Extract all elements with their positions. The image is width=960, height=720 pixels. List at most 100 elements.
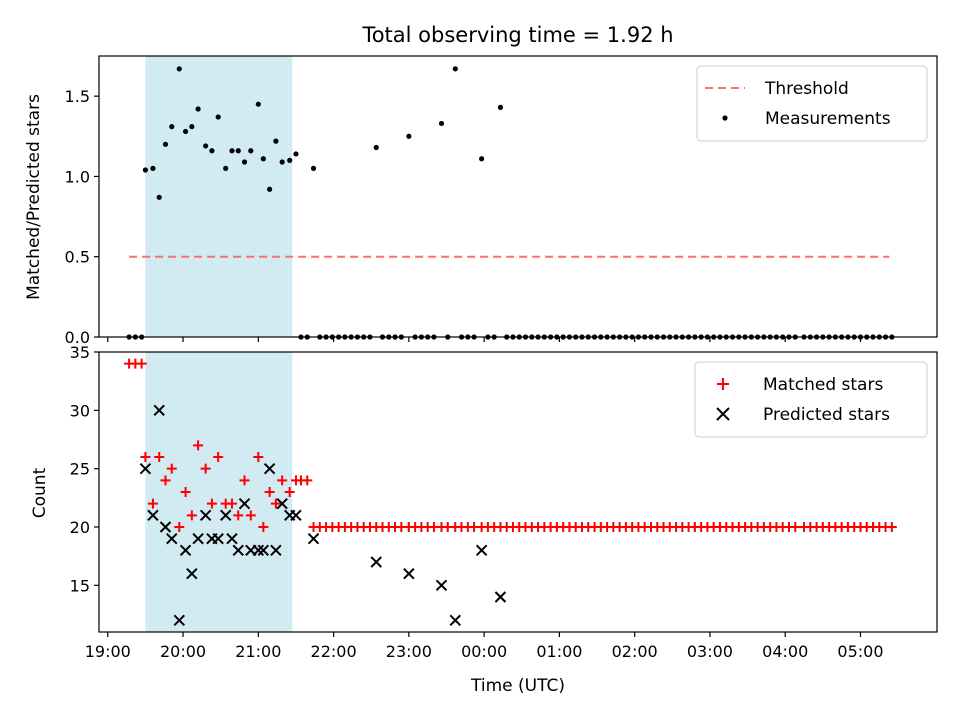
measurement-point bbox=[255, 101, 261, 107]
matched-stars-marker bbox=[147, 498, 158, 509]
legend-label: Measurements bbox=[765, 109, 891, 129]
x-tick-label: 05:00 bbox=[837, 642, 883, 661]
bottom-panel: 15 20 25 30 35 19:00 20:00 21:00 22:00 23:00 00:00… bbox=[70, 343, 938, 661]
matched-stars-marker bbox=[206, 498, 217, 509]
predicted-stars-marker bbox=[475, 544, 488, 557]
predicted-stars-marker bbox=[403, 567, 415, 580]
bottom-y-tick-label: 35 bbox=[70, 343, 90, 362]
measurement-point bbox=[406, 133, 412, 139]
measurement-point bbox=[209, 148, 215, 154]
matched-stars-marker bbox=[277, 475, 288, 486]
measurement-point bbox=[189, 124, 195, 130]
top-y-tick-label: 0.5 bbox=[65, 248, 90, 267]
measurement-point bbox=[248, 148, 254, 154]
measurement-point bbox=[479, 156, 485, 162]
legend-measurements-swatch bbox=[722, 115, 728, 121]
matched-stars-marker bbox=[270, 498, 281, 509]
matched-stars-marker bbox=[180, 487, 191, 497]
predicted-stars-marker bbox=[212, 532, 224, 545]
predicted-stars-marker bbox=[166, 532, 178, 545]
matched-stars-marker bbox=[136, 358, 147, 369]
x-tick-label: 19:00 bbox=[85, 642, 131, 661]
measurement-point bbox=[142, 167, 149, 173]
matched-stars-marker bbox=[186, 510, 197, 521]
measurement-point bbox=[279, 159, 285, 165]
measurement-point bbox=[273, 138, 279, 144]
measurement-point bbox=[150, 165, 156, 171]
measurement-point bbox=[287, 157, 293, 163]
predicted-stars-marker bbox=[290, 509, 302, 522]
matched-stars-marker bbox=[253, 452, 264, 462]
x-tick-label: 20:00 bbox=[160, 642, 206, 661]
predicted-stars-marker bbox=[449, 614, 461, 627]
x-tick-label: 03:00 bbox=[687, 642, 733, 661]
bottom-legend-box bbox=[694, 361, 928, 438]
predicted-stars-marker bbox=[192, 532, 204, 545]
predicted-stars-marker bbox=[226, 532, 238, 545]
x-tick-label: 23:00 bbox=[386, 642, 432, 661]
top-panel: 0.0 0.5 1.0 1.5 Threshold Measurements bbox=[65, 55, 938, 347]
matched-stars-marker bbox=[258, 522, 269, 532]
matched-stars-marker bbox=[140, 452, 151, 462]
top-shaded-span bbox=[145, 56, 293, 337]
predicted-stars-marker bbox=[179, 544, 192, 557]
predicted-stars-marker bbox=[252, 544, 265, 557]
measurement-point bbox=[373, 144, 379, 151]
predicted-stars-marker bbox=[159, 521, 172, 533]
measurement-point bbox=[156, 194, 162, 200]
predicted-stars-marker bbox=[147, 509, 159, 522]
figure-title: Total observing time = 1.92 h bbox=[361, 23, 673, 47]
top-y-axis-label: Matched/Predicted stars bbox=[24, 94, 44, 300]
bottom-y-tick-label: 20 bbox=[70, 518, 90, 537]
measurement-point bbox=[241, 159, 248, 165]
top-y-tick-label: 1.5 bbox=[65, 87, 90, 106]
top-y-tick-label: 0.0 bbox=[65, 328, 90, 347]
measurement-point bbox=[438, 120, 445, 127]
bottom-y-axis-label: Count bbox=[30, 467, 50, 518]
matched-stars-marker bbox=[166, 463, 177, 474]
bottom-axes-frame bbox=[98, 351, 938, 633]
predicted-stars-marker bbox=[307, 532, 320, 545]
measurement-point bbox=[235, 148, 241, 154]
legend-matched-swatch bbox=[717, 378, 729, 390]
measurement-point bbox=[195, 106, 201, 112]
matched-stars-marker bbox=[245, 510, 256, 521]
predicted-stars-marker bbox=[139, 462, 152, 475]
measurement-point bbox=[293, 151, 299, 157]
x-tick-label: 00:00 bbox=[461, 642, 507, 661]
matched-stars-marker bbox=[302, 475, 313, 486]
matched-stars-marker bbox=[790, 522, 801, 532]
matched-stars-marker bbox=[213, 452, 224, 462]
matched-stars-marker bbox=[264, 487, 275, 497]
matched-stars-marker bbox=[174, 522, 185, 532]
measurement-point bbox=[497, 104, 504, 110]
bottom-y-tick-label: 15 bbox=[70, 576, 90, 595]
top-legend-box bbox=[696, 65, 928, 142]
predicted-stars-marker bbox=[238, 497, 251, 510]
matched-stars-marker bbox=[284, 487, 295, 497]
measurement-point bbox=[260, 156, 266, 162]
x-tick-label: 21:00 bbox=[235, 642, 281, 661]
predicted-stars-marker bbox=[257, 544, 270, 557]
predicted-stars-marker bbox=[276, 497, 288, 510]
predicted-stars-marker bbox=[494, 591, 507, 603]
x-tick-label: 22:00 bbox=[311, 642, 357, 661]
predicted-stars-marker bbox=[370, 556, 382, 568]
top-y-tick-label: 1.0 bbox=[65, 167, 90, 186]
matched-stars-marker bbox=[200, 463, 211, 474]
measurement-point bbox=[215, 114, 221, 120]
x-axis-label: Time (UTC) bbox=[470, 676, 565, 696]
matched-stars-marker bbox=[193, 440, 204, 451]
matched-stars-marker bbox=[160, 475, 171, 486]
measurement-point bbox=[223, 165, 229, 171]
x-tick-label: 01:00 bbox=[536, 642, 582, 661]
matched-stars-marker bbox=[233, 510, 244, 521]
predicted-stars-marker bbox=[219, 509, 232, 522]
bottom-y-tick-label: 30 bbox=[70, 401, 90, 420]
legend-label: Matched stars bbox=[763, 375, 883, 395]
matched-stars-marker bbox=[226, 498, 237, 509]
top-axes-frame bbox=[98, 55, 938, 338]
predicted-stars-marker bbox=[232, 544, 244, 557]
predicted-stars-marker bbox=[435, 579, 448, 592]
